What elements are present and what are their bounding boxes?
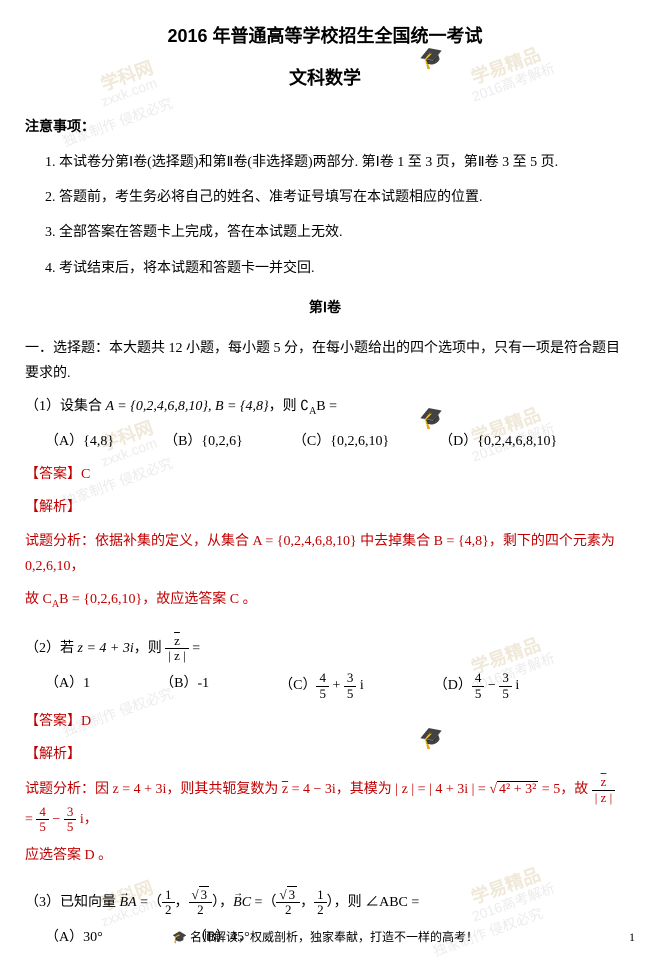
- q1-analysis-2-pre: 故 C: [25, 592, 52, 607]
- q2-analysis-1c: = 5，故: [538, 782, 591, 797]
- q2-opt-a: （A）1: [45, 671, 90, 701]
- q2-analysis-1d: ，: [84, 812, 98, 827]
- q2-opt-d: （D）45 − 35 i: [434, 671, 519, 701]
- q2-stem-pre: （2）若: [25, 641, 78, 656]
- q2-analysis-1: 试题分析：因 z = 4 + 3i，则其共轭复数为 z = 4 − 3i，其模为…: [25, 775, 625, 834]
- q1-analysis-1-text: 依据补集的定义，从集合 A = {0,2,4,6,8,10} 中去掉集合 B =…: [25, 534, 615, 574]
- q3-options: （A）30° （B）45°: [45, 925, 625, 950]
- q1-stem-post2: B =: [316, 399, 337, 414]
- document-content: 2016 年普通高等学校招生全国统一考试 文科数学 注意事项： 1. 本试卷分第…: [25, 20, 625, 951]
- notice-heading: 注意事项：: [25, 115, 625, 140]
- q2-stem: （2）若 z = 4 + 3i，则 z| z | =: [25, 634, 625, 664]
- q2-analysis-1b: = 4 − 3i，其模为 | z | = | 4 + 3i | =: [288, 782, 489, 797]
- q3-opt-a-text: 30°: [83, 930, 103, 945]
- q3-opt-a: （A）30°: [45, 925, 103, 950]
- section-1-heading: 一．选择题：本大题共 12 小题，每小题 5 分，在每小题给出的四个选项中，只有…: [25, 336, 625, 386]
- q2-stem-frac: z| z |: [165, 634, 188, 664]
- volume-heading: 第Ⅰ卷: [25, 296, 625, 321]
- q2-opt-c: （C）45 + 35 i: [279, 671, 364, 701]
- q2-options: （A）1 （B）-1 （C）45 + 35 i （D）45 − 35 i: [45, 671, 625, 701]
- q1-analysis-2-sub: A: [52, 599, 59, 610]
- q3-opt-b: （B）45°: [193, 925, 250, 950]
- q2-analysis-2: 应选答案 D 。: [25, 843, 625, 868]
- q2-opt-b-text: -1: [197, 676, 209, 691]
- q1-stem: （1）设集合 A = {0,2,4,6,8,10}, B = {4,8}，则 ∁…: [25, 394, 625, 421]
- q3-stem-mid3: =（: [251, 895, 276, 910]
- q3-stem-mid1: =（: [137, 895, 162, 910]
- q1-options: （A）{4,8} （B）{0,2,6} （C）{0,2,6,10} （D）{0,…: [45, 429, 625, 454]
- q1-analysis-1: 试题分析：依据补集的定义，从集合 A = {0,2,4,6,8,10} 中去掉集…: [25, 529, 625, 579]
- q1-stem-pre: （1）设集合: [25, 399, 106, 414]
- q2-stem-post: ，则: [134, 641, 166, 656]
- q3-opt-b-text: 45°: [230, 930, 250, 945]
- q1-opt-c-text: {0,2,6,10}: [330, 434, 389, 449]
- q2-analysis-label: 试题分析：: [25, 782, 95, 797]
- q1-analysis-2: 故 CAB = {0,2,6,10}，故应选答案 C 。: [25, 587, 625, 614]
- q2-answer-label: 【答案】: [25, 714, 81, 729]
- q1-opt-c: （C）{0,2,6,10}: [293, 429, 389, 454]
- q3-stem-mid4: ），则 ∠ABC =: [327, 895, 420, 910]
- q2-opt-b: （B）-1: [160, 671, 209, 701]
- q3-stem-pre: （3）已知向量: [25, 895, 120, 910]
- q1-answer-label: 【答案】: [25, 467, 81, 482]
- q3-stem-mid2: ），: [212, 895, 233, 910]
- exam-subtitle: 文科数学: [25, 62, 625, 94]
- q1-stem-post: ，则 ∁: [269, 399, 309, 414]
- q1-opt-d: （D）{0,2,4,6,8,10}: [439, 429, 557, 454]
- instruction-4: 4. 考试结束后，将本试题和答题卡一并交回.: [45, 256, 625, 281]
- q1-opt-a-text: {4,8}: [83, 434, 114, 449]
- q1-analysis-label: 试题分析：: [25, 534, 95, 549]
- q2-opt-a-text: 1: [83, 676, 90, 691]
- q1-opt-a: （A）{4,8}: [45, 429, 114, 454]
- page-number: 1: [629, 927, 635, 949]
- q2-stem-math: z = 4 + 3i: [78, 641, 134, 656]
- q1-analysis-2-mid: B = {0,2,6,10}，: [59, 592, 156, 607]
- q1-stem-math: A = {0,2,4,6,8,10}, B = {4,8}: [106, 399, 269, 414]
- q2-explain-label: 【解析】: [25, 742, 625, 767]
- q2-analysis-1a: 因 z = 4 + 3i，则其共轭复数为: [95, 782, 282, 797]
- q1-answer-value: C: [81, 467, 90, 482]
- q3-stem: （3）已知向量 BA =（12，√32），BC =（√32，12），则 ∠ABC…: [25, 888, 625, 918]
- q2-answer: 【答案】D: [25, 709, 625, 734]
- q1-analysis-2-end: 故应选答案 C 。: [156, 592, 256, 607]
- q1-answer: 【答案】C: [25, 462, 625, 487]
- q1-opt-d-text: {0,2,4,6,8,10}: [477, 434, 557, 449]
- instruction-1: 1. 本试卷分第Ⅰ卷(选择题)和第Ⅱ卷(非选择题)两部分. 第Ⅰ卷 1 至 3 …: [45, 150, 625, 175]
- q1-opt-b-text: {0,2,6}: [201, 434, 242, 449]
- q1-explain-label: 【解析】: [25, 495, 625, 520]
- q1-opt-b: （B）{0,2,6}: [164, 429, 243, 454]
- exam-title: 2016 年普通高等学校招生全国统一考试: [25, 20, 625, 52]
- instruction-3: 3. 全部答案在答题卡上完成，答在本试题上无效.: [45, 220, 625, 245]
- instruction-2: 2. 答题前，考生务必将自己的姓名、准考证号填写在本试题相应的位置.: [45, 185, 625, 210]
- q2-answer-value: D: [81, 714, 91, 729]
